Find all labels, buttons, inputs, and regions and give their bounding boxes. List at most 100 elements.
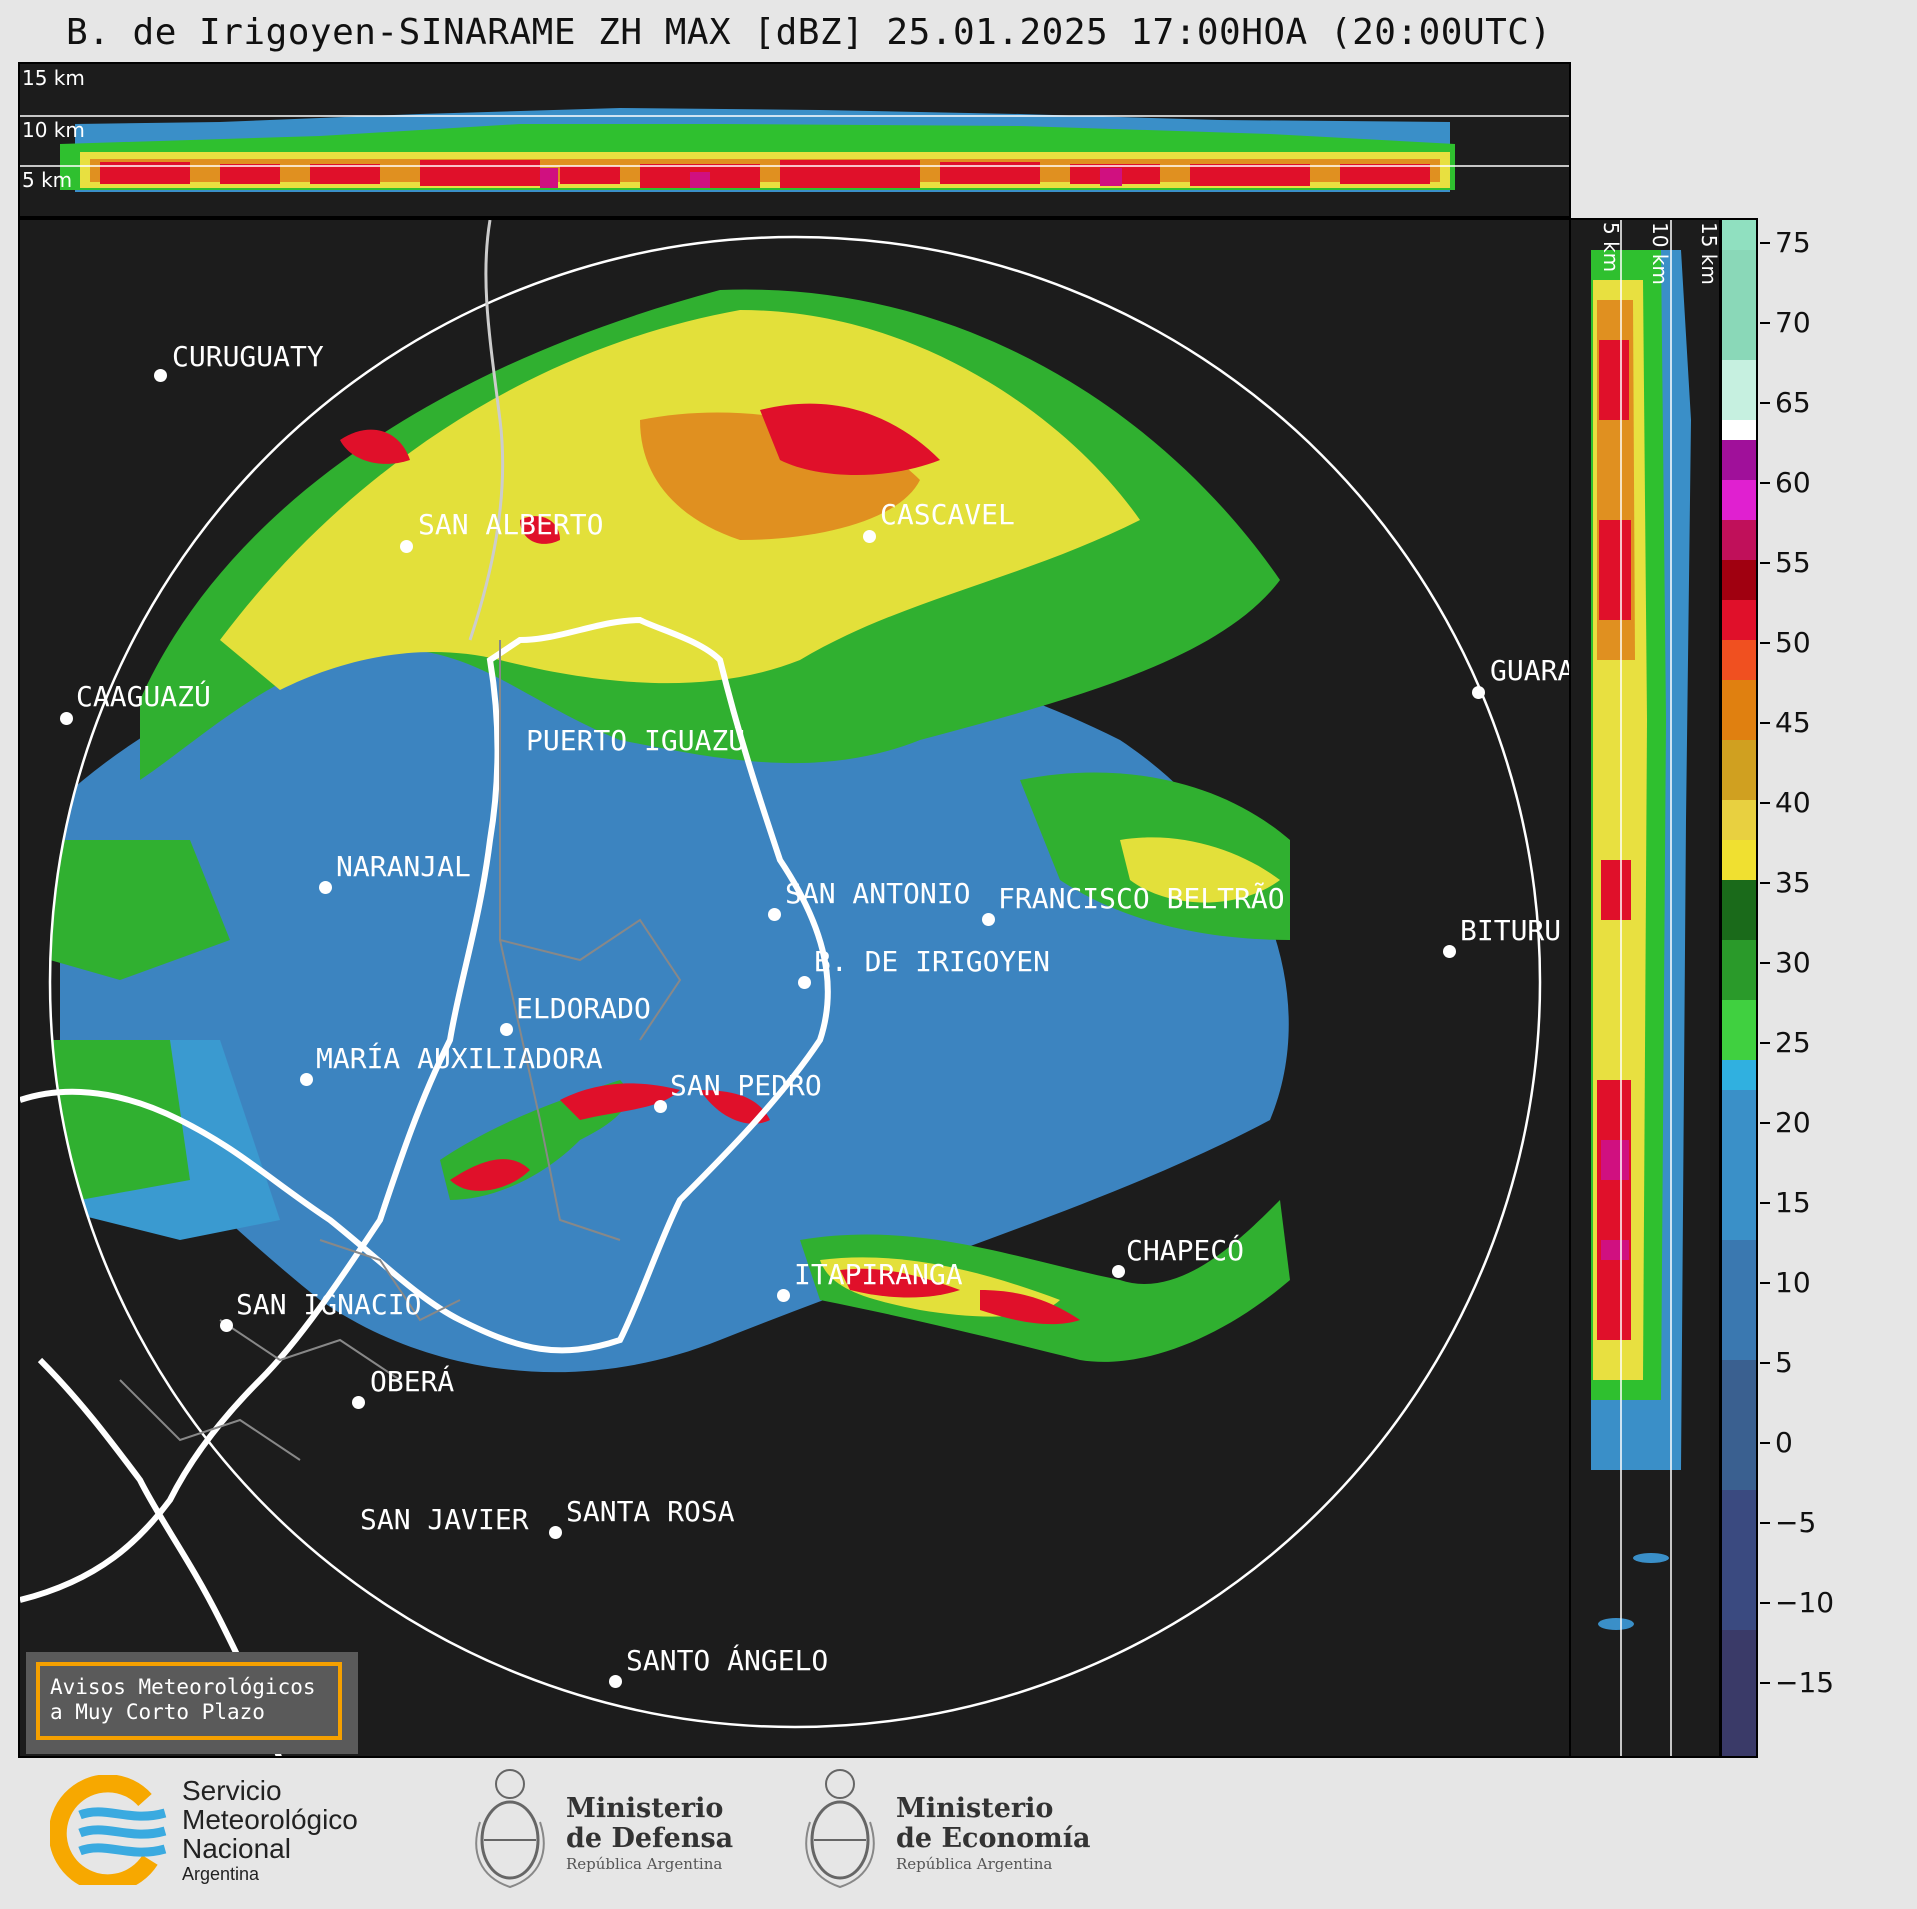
page-title: B. de Irigoyen-SINARAME ZH MAX [dBZ] 25.… <box>66 12 1552 53</box>
city-label-itapiranga: ITAPIRANGA <box>794 1258 963 1291</box>
city-dot-maria-auxiliadora <box>300 1073 313 1086</box>
economia-seal <box>800 1762 880 1892</box>
colorbar-tick-minus15 <box>1760 1682 1770 1684</box>
colorbar-tick-70 <box>1760 322 1770 324</box>
colorbar-tick-20 <box>1760 1122 1770 1124</box>
city-dot-caaguazu <box>60 712 73 725</box>
colorbar-label-40: 40 <box>1775 786 1811 819</box>
colorbar-tick-minus5 <box>1760 1522 1770 1524</box>
colorbar-tick-45 <box>1760 722 1770 724</box>
smn-line-4: Argentina <box>182 1864 260 1884</box>
side-height-profile: 5 km 10 km 15 km <box>1569 218 1721 1758</box>
colorbar-label-0: 0 <box>1775 1426 1793 1459</box>
city-label-maria-auxiliadora: MARÍA AUXILIADORA <box>316 1042 603 1075</box>
city-dot-san-antonio <box>768 908 781 921</box>
colorbar-tick-minus10 <box>1760 1602 1770 1604</box>
city-label-francisco-beltrao: FRANCISCO BELTRÃO <box>998 882 1285 915</box>
side-profile-15km-label: 15 km <box>1697 222 1721 285</box>
smn-logo-icon <box>48 1774 167 1893</box>
top-profile-image <box>20 108 1569 192</box>
city-dot-santa-rosa <box>549 1526 562 1539</box>
defensa-line-2: de Defensa <box>566 1823 734 1854</box>
economia-line-2: de Economía <box>896 1823 1091 1854</box>
colorbar-label-minus15: −15 <box>1775 1666 1835 1699</box>
city-label-chapeco: CHAPECÓ <box>1126 1234 1245 1267</box>
city-label-san-pedro: SAN PEDRO <box>670 1069 822 1102</box>
city-label-cascavel: CASCAVEL <box>880 498 1015 531</box>
colorbar-label-15: 15 <box>1775 1186 1811 1219</box>
coat-of-arms-icon <box>475 1769 545 1889</box>
side-profile-10km-label: 10 km <box>1648 222 1672 285</box>
colorbar-label-10: 10 <box>1775 1266 1811 1299</box>
colorbar-label-55: 55 <box>1775 546 1811 579</box>
colorbar-label-50: 50 <box>1775 626 1811 659</box>
top-profile-5km-label: 5 km <box>22 168 73 192</box>
dbz-colorbar <box>1720 218 1758 1758</box>
city-label-san-ignacio: SAN IGNACIO <box>236 1288 422 1321</box>
colorbar-tick-5 <box>1760 1362 1770 1364</box>
defensa-line-1: Ministerio <box>566 1793 724 1824</box>
colorbar-label-35: 35 <box>1775 866 1811 899</box>
top-height-profile: 15 km 10 km 5 km <box>18 62 1571 218</box>
colorbar-tick-15 <box>1760 1202 1770 1204</box>
city-label-curuguaty: CURUGUATY <box>172 340 324 373</box>
colorbar-tick-75 <box>1760 242 1770 244</box>
city-label-san-alberto: SAN ALBERTO <box>418 508 604 541</box>
city-dot-eldorado <box>500 1023 513 1036</box>
colorbar-label-75: 75 <box>1775 226 1811 259</box>
colorbar-label-minus10: −10 <box>1775 1586 1835 1619</box>
defensa-text: Ministerio de Defensa República Argentin… <box>566 1794 733 1874</box>
city-label-eldorado: ELDORADO <box>516 992 651 1025</box>
city-dot-bituru <box>1443 945 1456 958</box>
city-label-bituru: BITURU <box>1460 914 1562 947</box>
smn-line-3: Nacional <box>182 1833 291 1864</box>
city-dot-curuguaty <box>154 369 167 382</box>
colorbar-tick-30 <box>1760 962 1770 964</box>
colorbar-gradient <box>1722 220 1756 1756</box>
colorbar-label-60: 60 <box>1775 466 1811 499</box>
city-label-puerto-iguazu: PUERTO IGUAZÚ <box>526 724 746 757</box>
colorbar-label-65: 65 <box>1775 386 1811 419</box>
city-label-caaguazu: CAAGUAZÚ <box>76 680 211 713</box>
colorbar-tick-60 <box>1760 482 1770 484</box>
warnings-link-box[interactable]: Avisos Meteorológicos a Muy Corto Plazo <box>26 1652 358 1754</box>
side-profile-5km-label: 5 km <box>1599 222 1623 273</box>
colorbar-tick-40 <box>1760 802 1770 804</box>
defensa-line-3: República Argentina <box>566 1855 723 1873</box>
city-label-san-antonio: SAN ANTONIO <box>785 877 971 910</box>
smn-text: Servicio Meteorológico Nacional Argentin… <box>182 1776 358 1885</box>
city-label-obera: OBERÁ <box>370 1365 455 1398</box>
smn-line-1: Servicio <box>182 1775 282 1806</box>
colorbar-tick-35 <box>1760 882 1770 884</box>
city-label-santo-angelo: SANTO ÁNGELO <box>626 1644 829 1677</box>
city-dot-guara <box>1472 686 1485 699</box>
city-dot-santo-angelo <box>609 1675 622 1688</box>
economia-text: Ministerio de Economía República Argenti… <box>896 1794 1090 1874</box>
city-label-b-de-irigoyen: B. DE IRIGOYEN <box>814 945 1051 978</box>
city-dot-san-ignacio <box>220 1319 233 1332</box>
defensa-seal <box>470 1762 550 1892</box>
city-dot-san-pedro <box>654 1100 667 1113</box>
city-label-naranjal: NARANJAL <box>336 850 471 883</box>
colorbar-label-20: 20 <box>1775 1106 1811 1139</box>
economia-line-3: República Argentina <box>896 1855 1053 1873</box>
colorbar-label-25: 25 <box>1775 1026 1811 1059</box>
warnings-line-1: Avisos Meteorológicos <box>50 1675 316 1699</box>
colorbar-label-45: 45 <box>1775 706 1811 739</box>
warnings-line-2: a Muy Corto Plazo <box>50 1700 265 1724</box>
colorbar-tick-25 <box>1760 1042 1770 1044</box>
city-dot-itapiranga <box>777 1289 790 1302</box>
colorbar-tick-55 <box>1760 562 1770 564</box>
colorbar-tick-0 <box>1760 1442 1770 1444</box>
coat-of-arms-icon <box>805 1769 875 1889</box>
economia-line-1: Ministerio <box>896 1793 1054 1824</box>
colorbar-label-30: 30 <box>1775 946 1811 979</box>
colorbar-tick-10 <box>1760 1282 1770 1284</box>
city-label-san-javier: SAN JAVIER <box>360 1503 529 1536</box>
smn-line-2: Meteorológico <box>182 1804 358 1835</box>
warnings-link[interactable]: Avisos Meteorológicos a Muy Corto Plazo <box>36 1662 342 1740</box>
side-profile-image <box>1591 220 1691 1756</box>
colorbar-tick-50 <box>1760 642 1770 644</box>
radar-map: CURUGUATY SAN ALBERTO CASCAVEL CAAGUAZÚ … <box>18 218 1571 1758</box>
city-dot-chapeco <box>1112 1265 1125 1278</box>
